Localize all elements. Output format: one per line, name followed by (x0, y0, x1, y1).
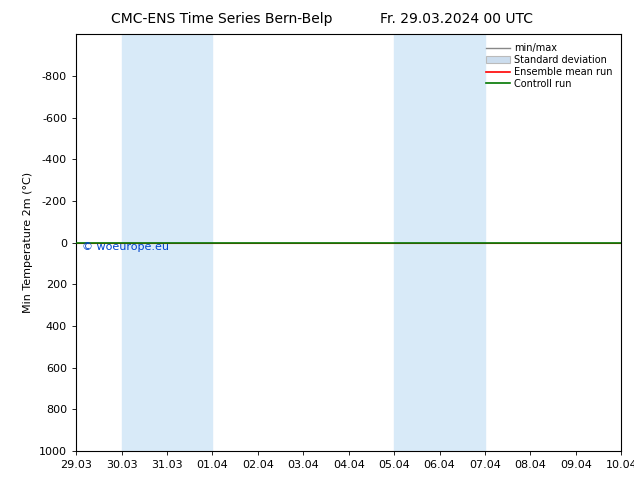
Bar (394, 34, 485, 451)
Text: Fr. 29.03.2024 00 UTC: Fr. 29.03.2024 00 UTC (380, 12, 533, 26)
Y-axis label: Min Temperature 2m (°C): Min Temperature 2m (°C) (23, 172, 34, 313)
Legend: min/max, Standard deviation, Ensemble mean run, Controll run: min/max, Standard deviation, Ensemble me… (482, 39, 616, 93)
Bar (122, 34, 212, 451)
Text: © woeurope.eu: © woeurope.eu (82, 242, 169, 252)
Text: CMC-ENS Time Series Bern-Belp: CMC-ENS Time Series Bern-Belp (111, 12, 333, 26)
